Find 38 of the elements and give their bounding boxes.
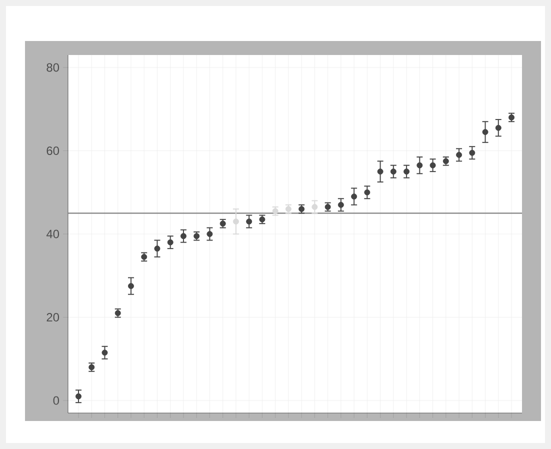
y-tick-label: 80 [46,63,60,72]
point [364,189,370,196]
point [456,152,462,158]
point [259,216,266,222]
point [482,129,488,136]
point [312,204,318,210]
point [154,246,160,252]
point [180,233,186,240]
point [76,393,82,400]
point [102,350,108,356]
point [206,231,213,237]
point [232,218,239,224]
y-tick-label: 40 [46,230,60,238]
point [128,283,134,290]
point [194,233,200,240]
point [495,124,502,131]
point [298,206,305,212]
point [285,206,292,212]
point [351,194,358,200]
point [404,168,410,175]
point [442,158,449,164]
point [390,168,396,175]
point [469,150,476,156]
point [220,220,226,227]
point [246,218,252,224]
y-tick-label: 60 [46,146,60,155]
point [272,208,278,214]
point [167,239,174,246]
point [114,310,121,316]
y-tick-label: 0 [53,396,60,405]
point [324,204,331,210]
y-tick-label: 20 [46,313,60,322]
point [416,162,423,168]
point [508,114,514,120]
point [430,162,436,168]
point [377,168,384,175]
point [338,202,344,208]
point [141,254,148,260]
